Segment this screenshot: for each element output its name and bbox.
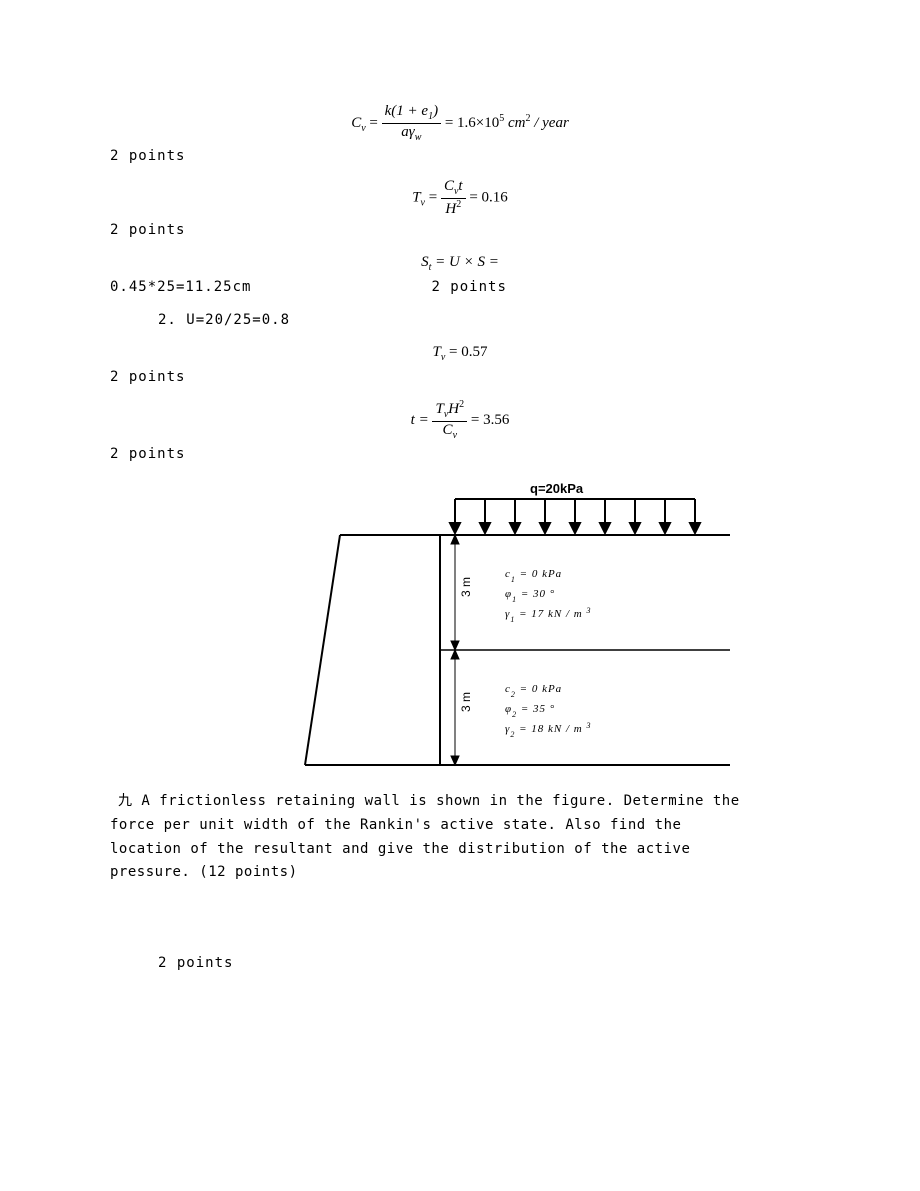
problem-text-2: force per unit width of the Rankin's act… (110, 815, 810, 837)
equation-tv2: Tv = 0.57 (110, 343, 810, 364)
svg-text:γ2 = 18 kN / m 3: γ2 = 18 kN / m 3 (505, 721, 592, 739)
combo-calc: 0.45*25=11.25cm (110, 278, 251, 296)
sub-item-2: 2. U=20/25=0.8 (158, 311, 810, 329)
points-note-4: 2 points (110, 445, 810, 463)
layer2-params: c2 = 0 kPa φ2 = 35 ° γ2 = 18 kN / m 3 (505, 683, 592, 739)
problem-text-3: location of the resultant and give the d… (110, 839, 810, 861)
retaining-wall-diagram: q=20kPa 3 m 3 m (300, 477, 740, 783)
equation-t: t = TvH2 Cv = 3.56 (110, 400, 810, 441)
points-note-last: 2 points (158, 954, 810, 972)
problem-text-1: 九 A frictionless retaining wall is shown… (118, 791, 810, 813)
equation-cv: Cv = k(1 + e1) aγw = 1.6×105 cm2 / year (110, 104, 810, 143)
equation-tv: Tv = Cvt H2 = 0.16 (110, 179, 810, 217)
dim2-label: 3 m (459, 692, 473, 712)
wall-outline (305, 535, 440, 765)
layer1-params: c1 = 0 kPa φ1 = 30 ° γ1 = 17 kN / m 3 (505, 568, 592, 624)
problem-text-4: pressure. (12 points) (110, 862, 810, 884)
svg-text:φ2 = 35 °: φ2 = 35 ° (505, 703, 555, 719)
surcharge-arrows (450, 499, 700, 533)
points-note-3: 2 points (110, 368, 810, 386)
svg-text:γ1 = 17 kN / m 3: γ1 = 17 kN / m 3 (505, 606, 592, 624)
points-note-1: 2 points (110, 147, 810, 165)
points-note-2: 2 points (110, 221, 810, 239)
diagram-svg: q=20kPa 3 m 3 m (300, 477, 740, 777)
equation-st: St = U × S = (110, 253, 810, 274)
eq1-lhs: C (351, 115, 361, 131)
combo-pts: 2 points (431, 278, 506, 296)
svg-text:c1 = 0 kPa: c1 = 0 kPa (505, 568, 562, 584)
combo-line: 0.45*25=11.25cm 2 points (110, 278, 810, 296)
surcharge-label: q=20kPa (530, 481, 584, 496)
svg-text:φ1 = 30 °: φ1 = 30 ° (505, 588, 555, 604)
dim1-label: 3 m (459, 577, 473, 597)
svg-text:c2 = 0 kPa: c2 = 0 kPa (505, 683, 562, 699)
